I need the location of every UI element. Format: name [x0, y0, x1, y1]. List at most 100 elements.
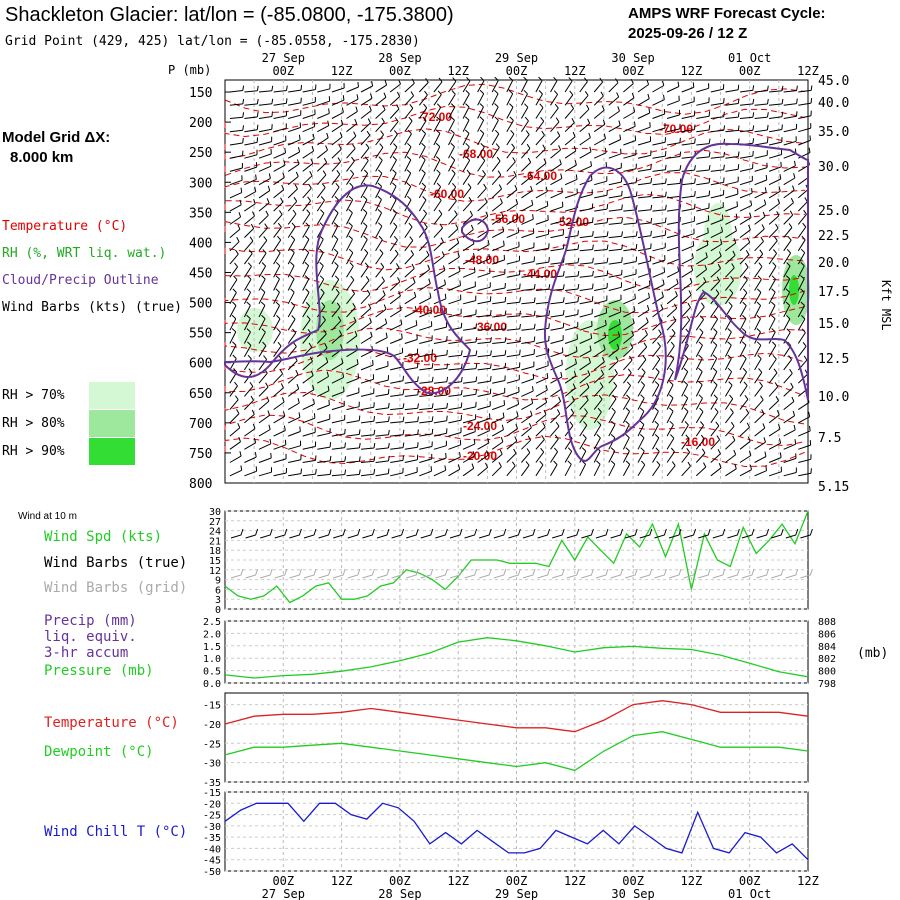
- wind-barb: [521, 256, 535, 265]
- wind-barb: [652, 355, 661, 371]
- wind-barb: [331, 182, 340, 199]
- wind-barb: [608, 331, 621, 344]
- wind-barb: [287, 342, 297, 358]
- pressure-tick-label: 200: [189, 116, 212, 131]
- wind-barb: [287, 301, 296, 318]
- wind-barb: [681, 448, 691, 463]
- wind-barb: [695, 434, 705, 450]
- wind-barb: [521, 199, 534, 212]
- wind-barb: [637, 381, 646, 397]
- wind-barb: [448, 415, 462, 424]
- wind-barb: [302, 196, 311, 212]
- wind-barb: [302, 248, 310, 265]
- wind-barb: [463, 376, 478, 384]
- wind-barb: [404, 389, 419, 397]
- wind-barb: [244, 395, 254, 410]
- top-date-label: 29 Sep: [495, 51, 538, 65]
- wind-barb: [798, 468, 812, 477]
- wind-barb: [652, 217, 667, 225]
- wind-barb: [666, 420, 674, 437]
- wind-barb: [287, 412, 301, 424]
- wind-barb: [696, 124, 711, 133]
- wind-barb: [681, 240, 695, 252]
- wind-barb: [244, 466, 258, 477]
- pressure-tick-label: 300: [189, 176, 212, 191]
- wind-barb: [288, 122, 301, 133]
- wind-barb: [244, 111, 259, 119]
- wind-barb: [477, 363, 492, 371]
- wind-barb: [579, 447, 587, 463]
- wind-barb: [739, 85, 755, 93]
- wind-barb: [419, 292, 432, 305]
- wind-barb: [273, 467, 288, 477]
- temperature-isotherm: [224, 149, 806, 178]
- wind-barb: [462, 295, 477, 305]
- wind-barb: [462, 90, 470, 106]
- wind-barb: [593, 395, 603, 410]
- wind-barb-true: [698, 528, 711, 539]
- wind-barb: [695, 328, 704, 344]
- wind-barb: [317, 108, 330, 119]
- wind-chill-tick-label: -15: [203, 788, 221, 799]
- wind-barb: [491, 437, 504, 450]
- wind-barb: [623, 343, 634, 358]
- wind-barb: [724, 288, 734, 305]
- wind-barb: [317, 455, 332, 463]
- wind-barb-true: [625, 528, 638, 539]
- wind-barb: [229, 249, 239, 265]
- wind-barb: [739, 200, 753, 212]
- wind-barb: [375, 117, 385, 133]
- wind-barb: [579, 382, 590, 397]
- wind-barb: [783, 467, 797, 477]
- wind-barb: [724, 341, 732, 357]
- wind-barb: [287, 398, 300, 411]
- wind-barb: [608, 120, 621, 133]
- wind-barb: [433, 90, 442, 106]
- wind-barb: [579, 189, 593, 199]
- wind-barb: [346, 248, 354, 265]
- wind-barb: [622, 394, 631, 410]
- wind10-tick-label: 3: [215, 595, 221, 606]
- model-grid-value: 8.000 km: [10, 149, 73, 166]
- wind-barb-grid: [303, 568, 317, 579]
- wind-barb: [317, 371, 329, 384]
- wind-barb: [462, 169, 471, 185]
- wind-barb: [375, 222, 383, 238]
- wind-barb: [593, 77, 604, 93]
- wind-barb: [302, 158, 314, 172]
- wind-barb: [521, 310, 536, 318]
- wind-barb: [695, 407, 704, 424]
- wind-barb: [404, 250, 415, 265]
- legend-precip-2: liq. equiv.: [44, 629, 137, 645]
- wind-barb: [652, 267, 666, 278]
- wind-barb: [666, 354, 675, 371]
- wind10-tick-label: 12: [209, 566, 221, 577]
- wind-barb: [229, 212, 242, 225]
- wind-barb: [535, 422, 546, 437]
- kft-tick-label: 35.0: [818, 125, 849, 140]
- wind-barb-true: [756, 528, 770, 539]
- wind-barb: [419, 376, 434, 384]
- wind-barb: [652, 329, 662, 344]
- bottom-hour-label: 12Z: [681, 874, 703, 888]
- temp-tick-label: -15: [203, 701, 221, 712]
- wind-barb: [593, 332, 607, 344]
- wind-barb: [739, 275, 748, 291]
- wind-barb: [448, 252, 460, 265]
- wind-barb: [419, 335, 433, 344]
- wind-barb: [608, 282, 622, 291]
- wind-barb: [360, 374, 374, 384]
- wind-barb-true: [230, 528, 244, 539]
- wind-barb: [229, 275, 238, 291]
- wind-barb: [565, 230, 579, 239]
- wind-barb: [258, 185, 271, 199]
- wind-barb: [681, 124, 696, 133]
- wind-barb: [637, 122, 651, 133]
- wind-barb: [244, 211, 255, 225]
- wind-barb: [404, 116, 413, 132]
- wind-barb: [273, 425, 286, 437]
- wind-barb: [506, 362, 521, 371]
- wind-barb: [506, 213, 519, 225]
- wind-barb: [608, 269, 623, 278]
- wind-barb: [550, 335, 564, 344]
